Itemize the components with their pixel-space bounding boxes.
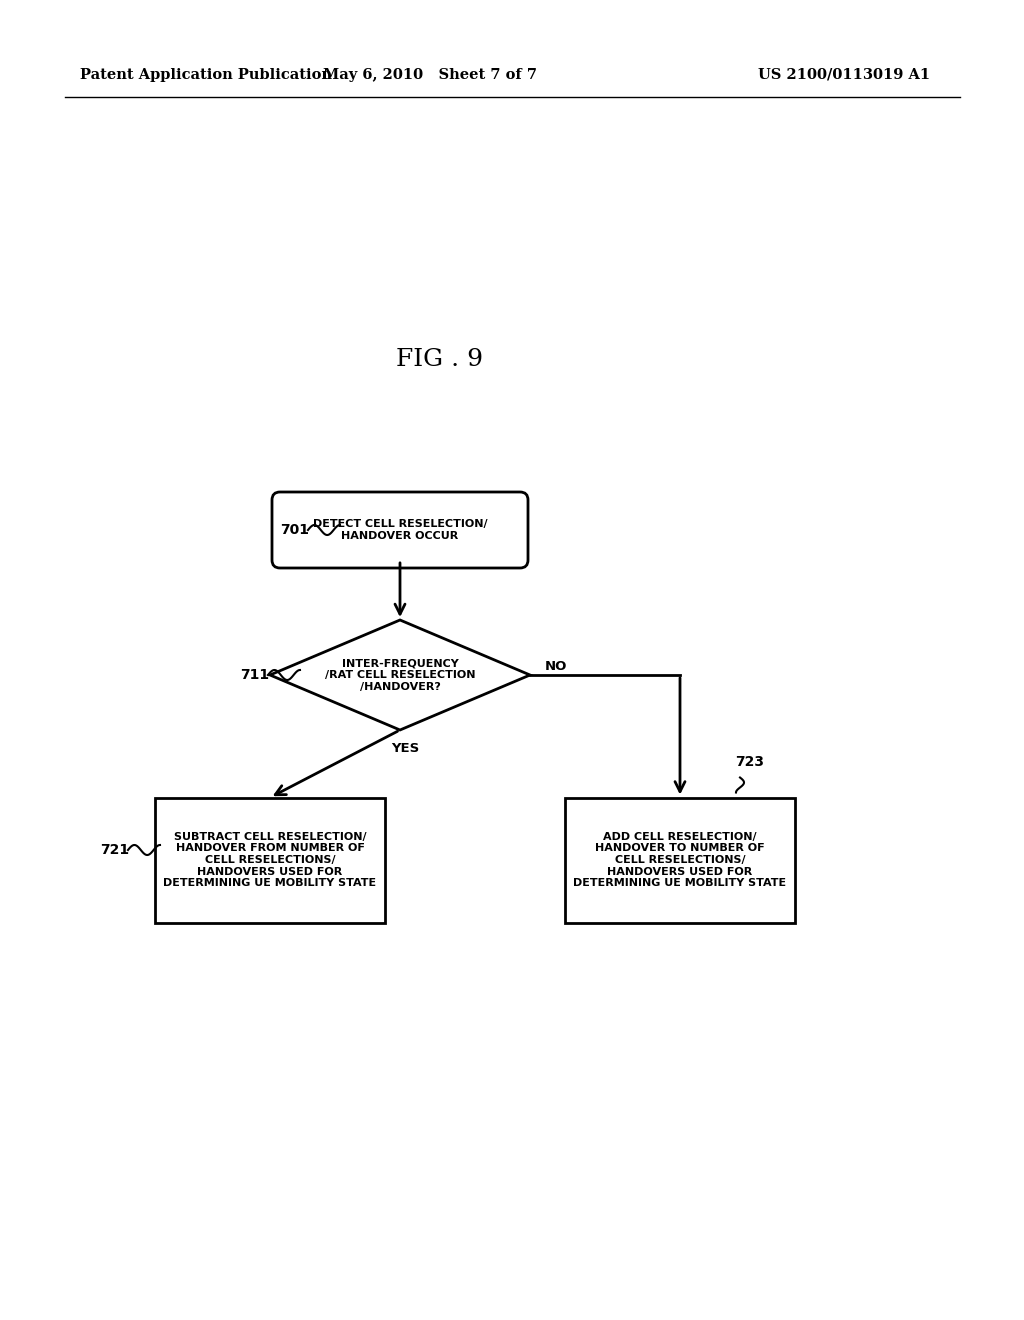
Text: 721: 721 [100, 843, 129, 857]
Polygon shape [270, 620, 530, 730]
Text: US 2100/0113019 A1: US 2100/0113019 A1 [758, 69, 930, 82]
Text: Patent Application Publication: Patent Application Publication [80, 69, 332, 82]
Text: FIG . 9: FIG . 9 [396, 348, 483, 371]
Text: NO: NO [545, 660, 567, 673]
Bar [155, 797, 385, 923]
Text: DETECT CELL RESELECTION/
HANDOVER OCCUR: DETECT CELL RESELECTION/ HANDOVER OCCUR [312, 519, 487, 541]
Text: 701: 701 [280, 523, 309, 537]
Text: 723: 723 [735, 755, 764, 770]
Text: INTER-FREQUENCY
/RAT CELL RESELECTION
/HANDOVER?: INTER-FREQUENCY /RAT CELL RESELECTION /H… [325, 659, 475, 692]
Text: May 6, 2010   Sheet 7 of 7: May 6, 2010 Sheet 7 of 7 [323, 69, 537, 82]
FancyBboxPatch shape [272, 492, 528, 568]
Text: SUBTRACT CELL RESELECTION/
HANDOVER FROM NUMBER OF
CELL RESELECTIONS/
HANDOVERS : SUBTRACT CELL RESELECTION/ HANDOVER FROM… [164, 832, 377, 888]
Bar [565, 797, 795, 923]
Text: ADD CELL RESELECTION/
HANDOVER TO NUMBER OF
CELL RESELECTIONS/
HANDOVERS USED FO: ADD CELL RESELECTION/ HANDOVER TO NUMBER… [573, 832, 786, 888]
Text: 711: 711 [240, 668, 269, 682]
Text: YES: YES [391, 742, 419, 755]
